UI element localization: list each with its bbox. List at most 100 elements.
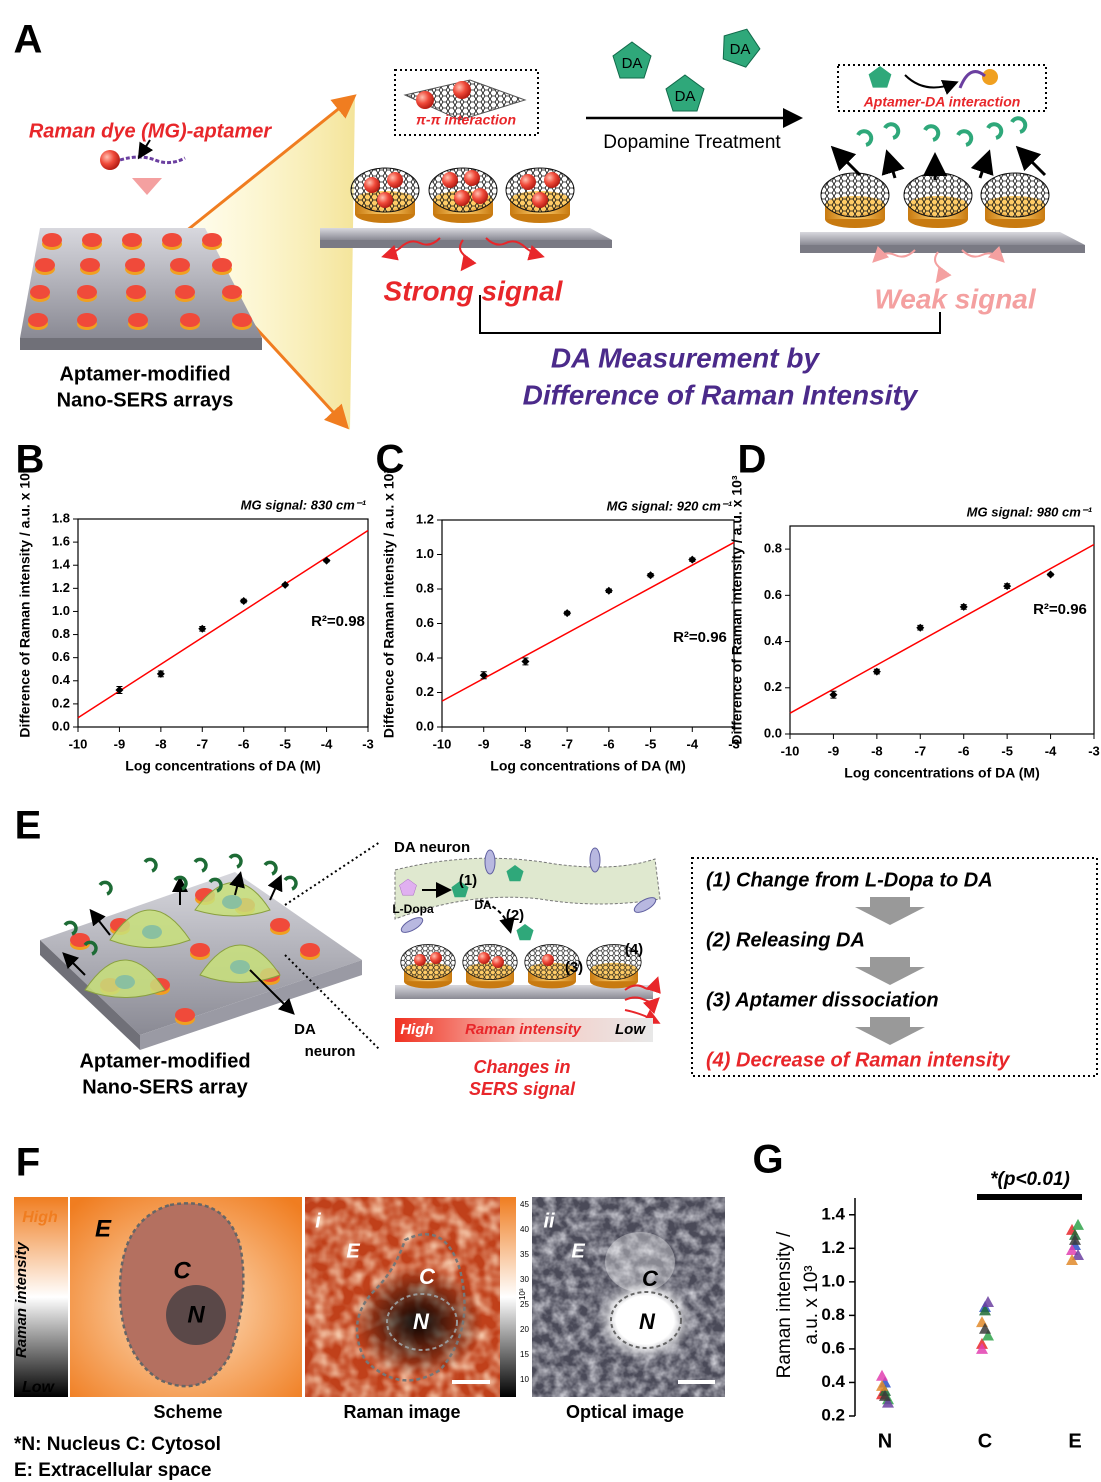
y-tick-label: 0.8 [764, 541, 782, 556]
y-axis-label: Difference of Raman intensity / a.u. x 1… [17, 468, 33, 738]
pillar [820, 172, 890, 229]
data-point [198, 624, 207, 633]
zoom-fan [175, 95, 355, 430]
x-tick-label: -3 [1088, 743, 1100, 758]
y-tick-label: 0.6 [52, 649, 70, 664]
inset-label: (1) [459, 872, 477, 889]
x-tick-label: -6 [603, 736, 615, 751]
da [516, 924, 534, 941]
measurement: DA Measurement by [551, 342, 821, 373]
colorbar-tick: 20 [520, 1325, 529, 1334]
y-tick-label: 1.6 [52, 534, 70, 549]
y-tick-label: 0.8 [52, 626, 70, 641]
data-point [1072, 1218, 1084, 1230]
region-label: E [95, 1215, 112, 1242]
region-label: C [419, 1264, 436, 1289]
x-tick-label: -10 [781, 743, 800, 758]
data-point [882, 1396, 894, 1408]
y-tick-label: 0.0 [764, 725, 782, 740]
dye [532, 192, 548, 208]
scale-bar [14, 1197, 68, 1397]
x-axis-label: Log concentrations of DA (M) [844, 765, 1039, 781]
dot [82, 233, 102, 250]
dot [126, 285, 146, 302]
x-tick-label: C [978, 1430, 992, 1452]
image-caption: Raman image [343, 1402, 460, 1422]
footnote: E: Extracellular space [14, 1460, 212, 1481]
region-label: N [187, 1301, 205, 1328]
x-tick-label: -8 [155, 736, 167, 751]
substrate [800, 232, 1085, 245]
neuron-label: neuron [305, 1043, 356, 1060]
x-tick-label: -3 [362, 736, 374, 751]
raman-colorbar [500, 1197, 516, 1397]
dye [472, 188, 488, 204]
x-tick-label: E [1068, 1430, 1081, 1452]
inset-box [837, 64, 1047, 112]
plot-frame [789, 525, 1095, 735]
annotation: *(p<0.01) [990, 1169, 1070, 1190]
inset-label: (4) [625, 941, 643, 958]
inset-label: (3) [565, 959, 583, 976]
pillar [462, 944, 518, 989]
x-tick-label: -7 [915, 743, 927, 758]
y-tick-label: 1.4 [821, 1204, 845, 1223]
data-point [1066, 1254, 1078, 1266]
aptamers [63, 853, 298, 956]
data-point [959, 602, 968, 611]
y-tick-label: 1.0 [416, 546, 434, 561]
dot [175, 285, 195, 302]
dot [128, 313, 148, 330]
x-tick-label: -9 [114, 736, 126, 751]
probe-label: Raman dye (MG)-aptamer [29, 120, 272, 142]
substrate-side [800, 245, 1085, 253]
dye [416, 91, 434, 109]
data-point [239, 597, 248, 606]
x-tick-label: -5 [279, 736, 291, 751]
measurement: Difference of Raman Intensity [523, 379, 919, 410]
data-point [281, 580, 290, 589]
chart-title: MG signal: 920 cm⁻¹ [607, 498, 733, 513]
pillar [400, 944, 456, 989]
molecule-label: DA [730, 41, 751, 58]
neuron-body [394, 857, 661, 920]
dye [454, 190, 470, 206]
array-label: Aptamer-modified [79, 1050, 250, 1072]
region-label: N [413, 1309, 430, 1334]
footnote: *N: Nucleus C: Cytosol [14, 1434, 221, 1455]
x-axis-label: Log concentrations of DA (M) [490, 758, 685, 774]
data-point [1003, 582, 1012, 591]
dye [453, 81, 471, 99]
y-tick-label: 0.4 [52, 672, 71, 687]
y-tick-label: 0.2 [416, 684, 434, 699]
x-tick-label: -6 [238, 736, 250, 751]
y-tick-label: 1.0 [821, 1271, 845, 1290]
data-point [521, 657, 530, 666]
dark-region [353, 1267, 483, 1377]
panel-letter: G [752, 1138, 783, 1182]
dot [180, 313, 200, 330]
array-label: Nano-SERS arrays [57, 389, 234, 411]
x-tick-label: -6 [958, 743, 970, 758]
array-plate [20, 228, 262, 338]
dot [232, 313, 252, 330]
data-point [1046, 570, 1055, 579]
treatment-label: Dopamine Treatment [603, 132, 781, 153]
dot [202, 233, 222, 250]
dot [28, 313, 48, 330]
x-tick-label: N [878, 1430, 892, 1452]
dot [190, 943, 210, 960]
x-tick-label: -9 [478, 736, 490, 751]
substrate [320, 228, 612, 240]
step: (3) Aptamer dissociation [706, 989, 939, 1011]
colorbar-tick: 25 [520, 1300, 529, 1309]
dot [162, 233, 182, 250]
colorbar-tick: 45 [520, 1200, 529, 1209]
x-tick-label: -4 [321, 736, 333, 751]
outline [610, 1291, 682, 1349]
y-tick-label: 1.2 [416, 511, 434, 526]
inset-label: DA [474, 898, 492, 912]
panel-letter: C [376, 438, 405, 482]
data-point [872, 667, 881, 676]
